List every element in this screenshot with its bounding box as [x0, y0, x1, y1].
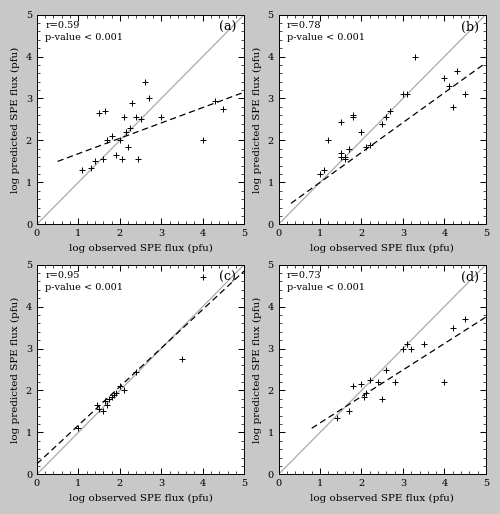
- Point: [158, 113, 166, 121]
- Text: r=0.95
p-value < 0.001: r=0.95 p-value < 0.001: [45, 271, 123, 292]
- Point: [358, 380, 366, 388]
- Point: [134, 155, 142, 163]
- Point: [95, 109, 103, 117]
- Point: [440, 74, 448, 82]
- Point: [110, 391, 118, 399]
- Point: [390, 378, 398, 386]
- Point: [128, 99, 136, 107]
- Point: [374, 378, 382, 386]
- Point: [74, 424, 82, 432]
- Y-axis label: log predicted SPE flux (pfu): log predicted SPE flux (pfu): [11, 297, 20, 443]
- Text: r=0.59
p-value < 0.001: r=0.59 p-value < 0.001: [45, 21, 123, 42]
- Text: r=0.73
p-value < 0.001: r=0.73 p-value < 0.001: [287, 271, 365, 292]
- Point: [362, 142, 370, 151]
- Point: [112, 151, 120, 159]
- Point: [341, 153, 349, 161]
- Point: [336, 117, 344, 125]
- Point: [87, 163, 95, 172]
- Point: [341, 155, 349, 163]
- Text: r=0.78
p-value < 0.001: r=0.78 p-value < 0.001: [287, 21, 365, 42]
- Point: [91, 157, 99, 166]
- Point: [440, 378, 448, 386]
- Point: [178, 355, 186, 363]
- Point: [336, 149, 344, 157]
- Point: [198, 136, 206, 144]
- Point: [122, 128, 130, 136]
- Point: [403, 90, 411, 98]
- Point: [382, 365, 390, 374]
- Point: [104, 401, 112, 409]
- Point: [448, 103, 456, 111]
- Point: [140, 78, 148, 86]
- Point: [382, 113, 390, 121]
- Point: [403, 340, 411, 348]
- Point: [420, 340, 428, 348]
- Point: [453, 67, 461, 76]
- Point: [444, 82, 452, 90]
- Point: [126, 124, 134, 132]
- Point: [198, 273, 206, 281]
- Point: [102, 397, 110, 405]
- Point: [362, 389, 370, 397]
- Point: [412, 52, 420, 61]
- X-axis label: log observed SPE flux (pfu): log observed SPE flux (pfu): [310, 244, 454, 253]
- X-axis label: log observed SPE flux (pfu): log observed SPE flux (pfu): [68, 244, 212, 253]
- Point: [332, 414, 340, 422]
- Point: [116, 382, 124, 391]
- Point: [95, 405, 103, 413]
- Point: [349, 111, 357, 119]
- Point: [120, 387, 128, 395]
- Point: [448, 323, 456, 332]
- Point: [378, 395, 386, 403]
- Point: [220, 105, 228, 113]
- Text: (b): (b): [461, 21, 479, 34]
- Point: [316, 170, 324, 178]
- Point: [99, 155, 107, 163]
- Point: [336, 153, 344, 161]
- Point: [120, 113, 128, 121]
- Point: [407, 344, 415, 353]
- Point: [366, 140, 374, 149]
- X-axis label: log observed SPE flux (pfu): log observed SPE flux (pfu): [310, 494, 454, 503]
- Point: [399, 344, 407, 353]
- Point: [116, 136, 124, 144]
- Point: [93, 401, 101, 409]
- Point: [399, 90, 407, 98]
- Point: [102, 107, 110, 115]
- Point: [106, 395, 114, 403]
- Point: [324, 136, 332, 144]
- Point: [132, 368, 140, 376]
- Point: [345, 145, 353, 153]
- Point: [349, 382, 357, 391]
- Point: [112, 389, 120, 397]
- Y-axis label: log predicted SPE flux (pfu): log predicted SPE flux (pfu): [253, 46, 262, 193]
- Text: (d): (d): [461, 271, 479, 284]
- Point: [386, 107, 394, 115]
- X-axis label: log observed SPE flux (pfu): log observed SPE flux (pfu): [68, 494, 212, 503]
- Point: [99, 407, 107, 415]
- Y-axis label: log predicted SPE flux (pfu): log predicted SPE flux (pfu): [253, 297, 262, 443]
- Point: [320, 166, 328, 174]
- Point: [104, 136, 112, 144]
- Point: [132, 113, 140, 121]
- Y-axis label: log predicted SPE flux (pfu): log predicted SPE flux (pfu): [11, 46, 20, 193]
- Text: (c): (c): [220, 271, 236, 284]
- Point: [78, 166, 86, 174]
- Point: [136, 115, 144, 123]
- Point: [360, 393, 368, 401]
- Point: [461, 90, 469, 98]
- Point: [118, 155, 126, 163]
- Point: [461, 315, 469, 323]
- Point: [145, 95, 153, 103]
- Point: [124, 142, 132, 151]
- Text: (a): (a): [220, 21, 236, 34]
- Point: [211, 97, 219, 105]
- Point: [358, 128, 366, 136]
- Point: [366, 376, 374, 384]
- Point: [108, 393, 116, 401]
- Point: [349, 113, 357, 121]
- Point: [345, 407, 353, 415]
- Point: [378, 120, 386, 128]
- Point: [108, 132, 116, 140]
